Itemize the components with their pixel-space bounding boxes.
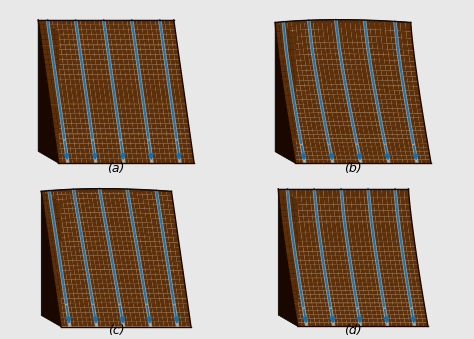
Text: (c): (c) <box>108 324 125 337</box>
Text: (a): (a) <box>108 162 125 175</box>
Polygon shape <box>278 189 298 326</box>
Polygon shape <box>275 20 411 22</box>
Text: (b): (b) <box>344 162 362 175</box>
Polygon shape <box>275 22 295 163</box>
Text: (d): (d) <box>344 324 362 337</box>
Polygon shape <box>38 20 58 163</box>
Polygon shape <box>41 189 172 191</box>
Polygon shape <box>41 191 61 326</box>
